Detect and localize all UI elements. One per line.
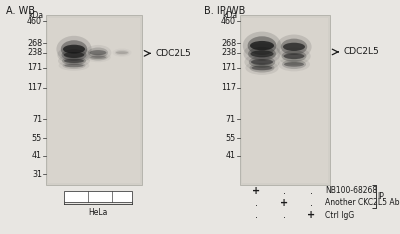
Text: 171: 171: [221, 63, 236, 72]
Ellipse shape: [283, 43, 305, 51]
Ellipse shape: [243, 32, 281, 60]
Text: Ctrl IgG: Ctrl IgG: [325, 211, 354, 219]
Text: 55: 55: [226, 134, 236, 143]
Ellipse shape: [284, 53, 304, 59]
Ellipse shape: [88, 48, 108, 58]
Text: 71: 71: [32, 115, 42, 124]
Ellipse shape: [64, 64, 84, 67]
Text: 171: 171: [27, 63, 42, 72]
Text: CDC2L5: CDC2L5: [344, 48, 380, 56]
Ellipse shape: [88, 54, 108, 61]
Text: A. WB: A. WB: [6, 6, 35, 16]
Ellipse shape: [61, 40, 87, 58]
Text: 5: 5: [120, 192, 124, 201]
Text: 460: 460: [27, 17, 42, 26]
Ellipse shape: [244, 43, 280, 64]
Text: 238: 238: [221, 48, 236, 57]
Ellipse shape: [84, 45, 112, 60]
Text: .: .: [282, 210, 286, 220]
Text: Another CKC2L5 Ab: Another CKC2L5 Ab: [325, 198, 400, 207]
Text: CDC2L5: CDC2L5: [156, 49, 192, 58]
Ellipse shape: [249, 56, 275, 68]
Ellipse shape: [244, 53, 280, 71]
Text: .: .: [254, 210, 258, 220]
Text: 460: 460: [221, 17, 236, 26]
Text: +: +: [280, 198, 288, 208]
Text: NB100-68268: NB100-68268: [325, 186, 377, 195]
Ellipse shape: [248, 47, 276, 61]
Ellipse shape: [252, 66, 272, 70]
Text: HeLa: HeLa: [88, 208, 108, 217]
Text: 50: 50: [69, 192, 79, 201]
Text: +: +: [307, 210, 315, 220]
Ellipse shape: [63, 45, 85, 54]
Ellipse shape: [251, 59, 273, 65]
Text: kDa: kDa: [28, 11, 43, 19]
Ellipse shape: [277, 47, 311, 65]
Ellipse shape: [62, 49, 86, 61]
Ellipse shape: [59, 60, 89, 71]
Text: 71: 71: [226, 115, 236, 124]
Ellipse shape: [85, 52, 111, 62]
Ellipse shape: [278, 57, 310, 71]
Bar: [64, 191, 132, 202]
Ellipse shape: [116, 51, 128, 54]
Ellipse shape: [284, 62, 304, 67]
Bar: [48, 18, 140, 183]
Ellipse shape: [276, 34, 312, 59]
Text: +: +: [252, 186, 260, 196]
Ellipse shape: [248, 36, 276, 55]
Ellipse shape: [250, 50, 274, 57]
Ellipse shape: [281, 39, 307, 55]
Text: 55: 55: [32, 134, 42, 143]
Text: kDa: kDa: [222, 11, 237, 19]
Bar: [46, 15, 142, 185]
Ellipse shape: [115, 50, 129, 55]
Text: .: .: [310, 198, 313, 208]
Ellipse shape: [64, 52, 84, 58]
Text: 117: 117: [221, 83, 236, 92]
Ellipse shape: [250, 41, 274, 50]
Ellipse shape: [62, 62, 86, 69]
Text: .: .: [254, 198, 258, 208]
Text: 268: 268: [27, 39, 42, 48]
Text: 31: 31: [32, 170, 42, 179]
Ellipse shape: [90, 56, 106, 59]
Ellipse shape: [62, 57, 86, 65]
Text: 15: 15: [93, 192, 103, 201]
Ellipse shape: [90, 50, 106, 55]
Text: 117: 117: [27, 83, 42, 92]
Ellipse shape: [282, 60, 306, 69]
Text: 41: 41: [32, 151, 42, 160]
Ellipse shape: [245, 61, 279, 75]
Text: .: .: [282, 186, 286, 196]
Bar: [240, 15, 330, 185]
Ellipse shape: [282, 50, 306, 62]
Text: 268: 268: [221, 39, 236, 48]
Bar: [242, 18, 328, 183]
Text: 238: 238: [27, 48, 42, 57]
Ellipse shape: [57, 46, 91, 64]
Ellipse shape: [56, 36, 92, 62]
Text: IP: IP: [377, 192, 384, 201]
Ellipse shape: [250, 63, 274, 73]
Ellipse shape: [58, 55, 90, 67]
Text: B. IP/WB: B. IP/WB: [204, 6, 245, 16]
Text: 41: 41: [226, 151, 236, 160]
Ellipse shape: [64, 59, 84, 63]
Text: .: .: [310, 186, 313, 196]
